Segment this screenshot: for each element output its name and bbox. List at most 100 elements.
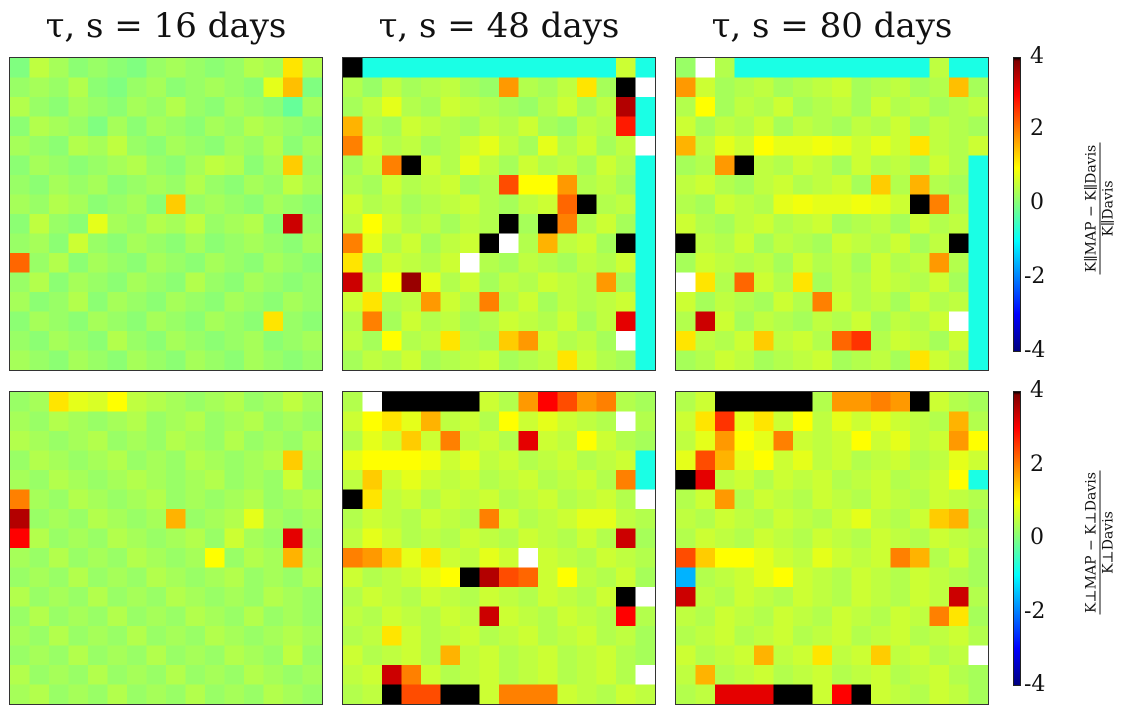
heatmap-cell [382, 58, 403, 79]
heatmap-cell [929, 58, 950, 79]
heatmap-cell [29, 587, 50, 608]
heatmap-cell [929, 548, 950, 569]
heatmap-cell [616, 548, 637, 569]
heatmap-cell [890, 509, 911, 530]
heatmap-cell [890, 292, 911, 313]
heatmap-cell [283, 431, 304, 452]
heatmap-cell [362, 136, 383, 157]
heatmap-cell [224, 311, 245, 332]
heatmap-cell [263, 272, 284, 293]
heatmap-cell [635, 684, 655, 704]
heatmap-cell [146, 58, 167, 79]
heatmap-cell [577, 155, 598, 176]
heatmap-cell [695, 431, 716, 452]
heatmap-cell [460, 253, 481, 274]
heatmap-cell [68, 253, 89, 274]
heatmap-cell [910, 489, 931, 510]
heatmap-cell [302, 684, 322, 704]
heatmap-cell [460, 392, 481, 413]
heatmap-cell [635, 292, 655, 313]
heatmap-cell [460, 350, 481, 370]
heatmap-cell [88, 97, 109, 118]
heatmap-cell [10, 233, 31, 254]
heatmap-cell [107, 684, 128, 704]
heatmap-cell [616, 528, 637, 549]
heatmap-cell [68, 450, 89, 471]
heatmap-cell [460, 665, 481, 686]
heatmap-cell [440, 509, 461, 530]
heatmap-cell [832, 392, 853, 413]
heatmap-cell [754, 155, 775, 176]
heatmap-cell [557, 214, 578, 235]
heatmap-cell [146, 214, 167, 235]
heatmap-cell [949, 392, 970, 413]
heatmap-cell [205, 175, 226, 196]
heatmap-cell [49, 292, 70, 313]
heatmap-cell [107, 431, 128, 452]
heatmap-cell [166, 194, 187, 215]
heatmap-cell [166, 450, 187, 471]
heatmap-cell [283, 489, 304, 510]
heatmap-cell [302, 665, 322, 686]
heatmap-cell [479, 350, 500, 370]
heatmap-cell [851, 392, 872, 413]
heatmap-cell [910, 253, 931, 274]
heatmap-cell [754, 411, 775, 432]
heatmap-cell [479, 292, 500, 313]
heatmap-cell [10, 450, 31, 471]
heatmap-cell [715, 194, 736, 215]
heatmap-cell [871, 548, 892, 569]
heatmap-cell [754, 194, 775, 215]
heatmap-cell [910, 136, 931, 157]
heatmap-cell [812, 528, 833, 549]
heatmap-cell [29, 606, 50, 627]
heatmap-cell [968, 77, 988, 98]
heatmap-cell [107, 311, 128, 332]
heatmap-cell [382, 311, 403, 332]
heatmap-cell [362, 97, 383, 118]
heatmap-cell [205, 470, 226, 491]
heatmap-cell [401, 253, 422, 274]
heatmap-cell [362, 116, 383, 137]
heatmap-cell [343, 233, 364, 254]
heatmap-cell [676, 97, 697, 118]
heatmap-cell [695, 665, 716, 686]
heatmap-cell [302, 331, 322, 352]
heatmap-cell [382, 431, 403, 452]
heatmap-cell [538, 136, 559, 157]
heatmap-cell [518, 431, 539, 452]
heatmap-cell [596, 77, 617, 98]
heatmap-cell [362, 626, 383, 647]
heatmap-cell [421, 194, 442, 215]
heatmap-cell [518, 567, 539, 588]
heatmap-cell [538, 645, 559, 666]
heatmap-cell [107, 450, 128, 471]
colorbar-perpendicular-label: K⊥MAP − K⊥Davis K⊥Davis [1083, 470, 1117, 615]
heatmap-cell [851, 58, 872, 79]
heatmap-cell [68, 272, 89, 293]
heatmap-cell [616, 331, 637, 352]
heatmap-cell [871, 194, 892, 215]
heatmap-cell [499, 431, 520, 452]
heatmap-cell [479, 470, 500, 491]
heatmap-cell [401, 97, 422, 118]
heatmap-cell [10, 411, 31, 432]
heatmap-cell [205, 411, 226, 432]
heatmap-cell [88, 645, 109, 666]
heatmap-cell [127, 431, 148, 452]
heatmap-cell [205, 194, 226, 215]
colorbar-perpendicular-tick: 0 [1030, 525, 1044, 550]
heatmap-cell [557, 665, 578, 686]
heatmap-cell [929, 136, 950, 157]
heatmap-cell [263, 194, 284, 215]
heatmap-cell [362, 665, 383, 686]
heatmap-cell [127, 626, 148, 647]
heatmap-cell [968, 311, 988, 332]
heatmap-cell [421, 645, 442, 666]
heatmap-cell [676, 136, 697, 157]
heatmap-cell [263, 489, 284, 510]
heatmap-cell [10, 77, 31, 98]
heatmap-cell [185, 58, 206, 79]
heatmap-cell [224, 450, 245, 471]
heatmap-cell [871, 77, 892, 98]
